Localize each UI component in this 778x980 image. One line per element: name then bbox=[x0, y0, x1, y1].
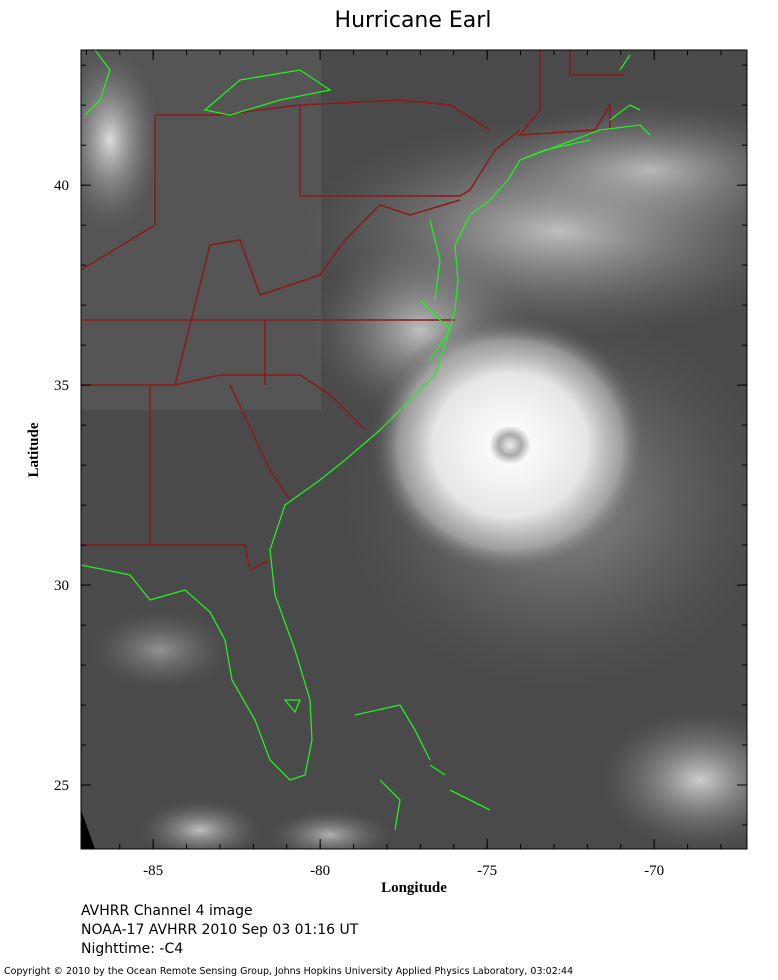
caption-line: AVHRR Channel 4 image bbox=[81, 903, 253, 919]
x-axis-label: Longitude bbox=[381, 880, 447, 896]
copyright: Copyright © 2010 by the Ocean Remote Sen… bbox=[4, 966, 573, 977]
x-tick-label: -80 bbox=[310, 863, 330, 879]
title: Hurricane Earl bbox=[335, 8, 492, 33]
caption-line: NOAA-17 AVHRR 2010 Sep 03 01:16 UT bbox=[81, 922, 359, 938]
caption-line: Nighttime: -C4 bbox=[81, 941, 183, 957]
y-tick-label: 35 bbox=[54, 378, 69, 394]
y-tick-label: 25 bbox=[54, 778, 69, 794]
satellite-image bbox=[81, 50, 747, 849]
x-tick-label: -70 bbox=[644, 863, 664, 879]
x-tick-label: -85 bbox=[143, 863, 163, 879]
y-axis-label: Latitude bbox=[26, 422, 42, 477]
x-tick-label: -75 bbox=[477, 863, 497, 879]
y-tick-label: 40 bbox=[54, 178, 69, 194]
plot-frame bbox=[80, 49, 748, 850]
y-tick-label: 30 bbox=[54, 578, 69, 594]
